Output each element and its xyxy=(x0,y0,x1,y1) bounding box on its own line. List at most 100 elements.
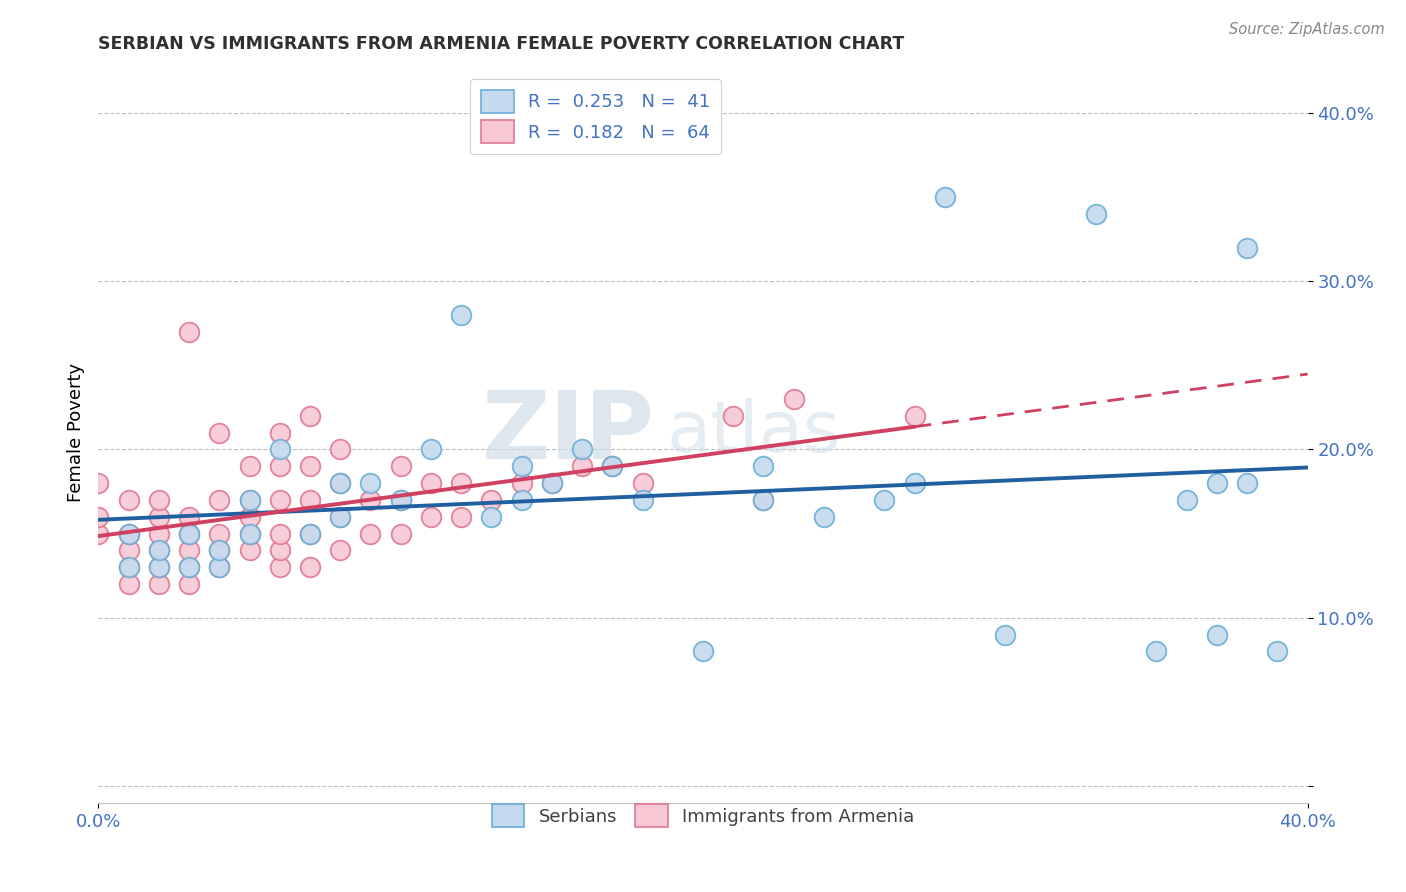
Point xyxy=(510,476,533,491)
Text: ZIP: ZIP xyxy=(482,386,655,479)
Point xyxy=(118,577,141,591)
Point xyxy=(692,644,714,658)
Point xyxy=(179,325,201,339)
Point xyxy=(1175,492,1198,507)
Point xyxy=(602,459,624,474)
Point xyxy=(1206,476,1229,491)
Point xyxy=(450,476,472,491)
Point xyxy=(148,526,170,541)
Point xyxy=(481,509,503,524)
Point xyxy=(179,526,201,541)
Point xyxy=(269,492,291,507)
Point xyxy=(208,560,231,574)
Point xyxy=(299,526,322,541)
Point xyxy=(752,492,775,507)
Point xyxy=(269,560,291,574)
Y-axis label: Female Poverty: Female Poverty xyxy=(66,363,84,502)
Point xyxy=(299,526,322,541)
Point xyxy=(540,476,562,491)
Point xyxy=(360,526,382,541)
Point xyxy=(571,459,593,474)
Point xyxy=(208,543,231,558)
Point xyxy=(118,526,141,541)
Point xyxy=(752,459,775,474)
Point xyxy=(299,459,322,474)
Point xyxy=(87,476,110,491)
Point xyxy=(239,509,262,524)
Point xyxy=(420,442,443,457)
Point xyxy=(148,560,170,574)
Point xyxy=(813,509,835,524)
Point xyxy=(118,492,141,507)
Point xyxy=(329,509,352,524)
Point xyxy=(389,492,412,507)
Point xyxy=(360,476,382,491)
Point xyxy=(329,543,352,558)
Point xyxy=(723,409,745,423)
Point xyxy=(239,543,262,558)
Point xyxy=(148,560,170,574)
Point xyxy=(299,560,322,574)
Point xyxy=(239,526,262,541)
Point xyxy=(873,492,896,507)
Point xyxy=(481,492,503,507)
Point xyxy=(510,459,533,474)
Point xyxy=(602,459,624,474)
Point xyxy=(631,476,654,491)
Point xyxy=(118,543,141,558)
Point xyxy=(269,543,291,558)
Point xyxy=(329,476,352,491)
Text: Source: ZipAtlas.com: Source: ZipAtlas.com xyxy=(1229,22,1385,37)
Point xyxy=(179,560,201,574)
Point xyxy=(179,526,201,541)
Point xyxy=(450,509,472,524)
Point xyxy=(87,526,110,541)
Point xyxy=(450,308,472,322)
Point xyxy=(208,543,231,558)
Point xyxy=(118,560,141,574)
Point xyxy=(179,543,201,558)
Point xyxy=(239,492,262,507)
Point xyxy=(783,392,806,406)
Point xyxy=(148,543,170,558)
Point xyxy=(208,526,231,541)
Point xyxy=(269,425,291,440)
Point xyxy=(148,543,170,558)
Point xyxy=(1267,644,1289,658)
Point xyxy=(752,492,775,507)
Point xyxy=(1144,644,1167,658)
Point xyxy=(631,492,654,507)
Point xyxy=(239,492,262,507)
Text: atlas: atlas xyxy=(666,398,841,467)
Point xyxy=(934,190,956,204)
Point xyxy=(329,442,352,457)
Point xyxy=(208,425,231,440)
Point xyxy=(420,476,443,491)
Point xyxy=(269,459,291,474)
Point xyxy=(1236,476,1258,491)
Point xyxy=(1085,207,1108,221)
Point xyxy=(269,442,291,457)
Point xyxy=(571,442,593,457)
Point xyxy=(299,492,322,507)
Point xyxy=(148,492,170,507)
Point xyxy=(269,526,291,541)
Point xyxy=(148,509,170,524)
Point xyxy=(299,409,322,423)
Point xyxy=(179,577,201,591)
Point xyxy=(510,492,533,507)
Point xyxy=(87,509,110,524)
Point xyxy=(329,509,352,524)
Point xyxy=(994,627,1017,641)
Point xyxy=(179,560,201,574)
Point xyxy=(208,560,231,574)
Point xyxy=(148,577,170,591)
Point xyxy=(360,492,382,507)
Point xyxy=(904,476,927,491)
Point xyxy=(540,476,562,491)
Point xyxy=(239,459,262,474)
Point xyxy=(118,560,141,574)
Point xyxy=(179,509,201,524)
Point xyxy=(389,492,412,507)
Point xyxy=(389,526,412,541)
